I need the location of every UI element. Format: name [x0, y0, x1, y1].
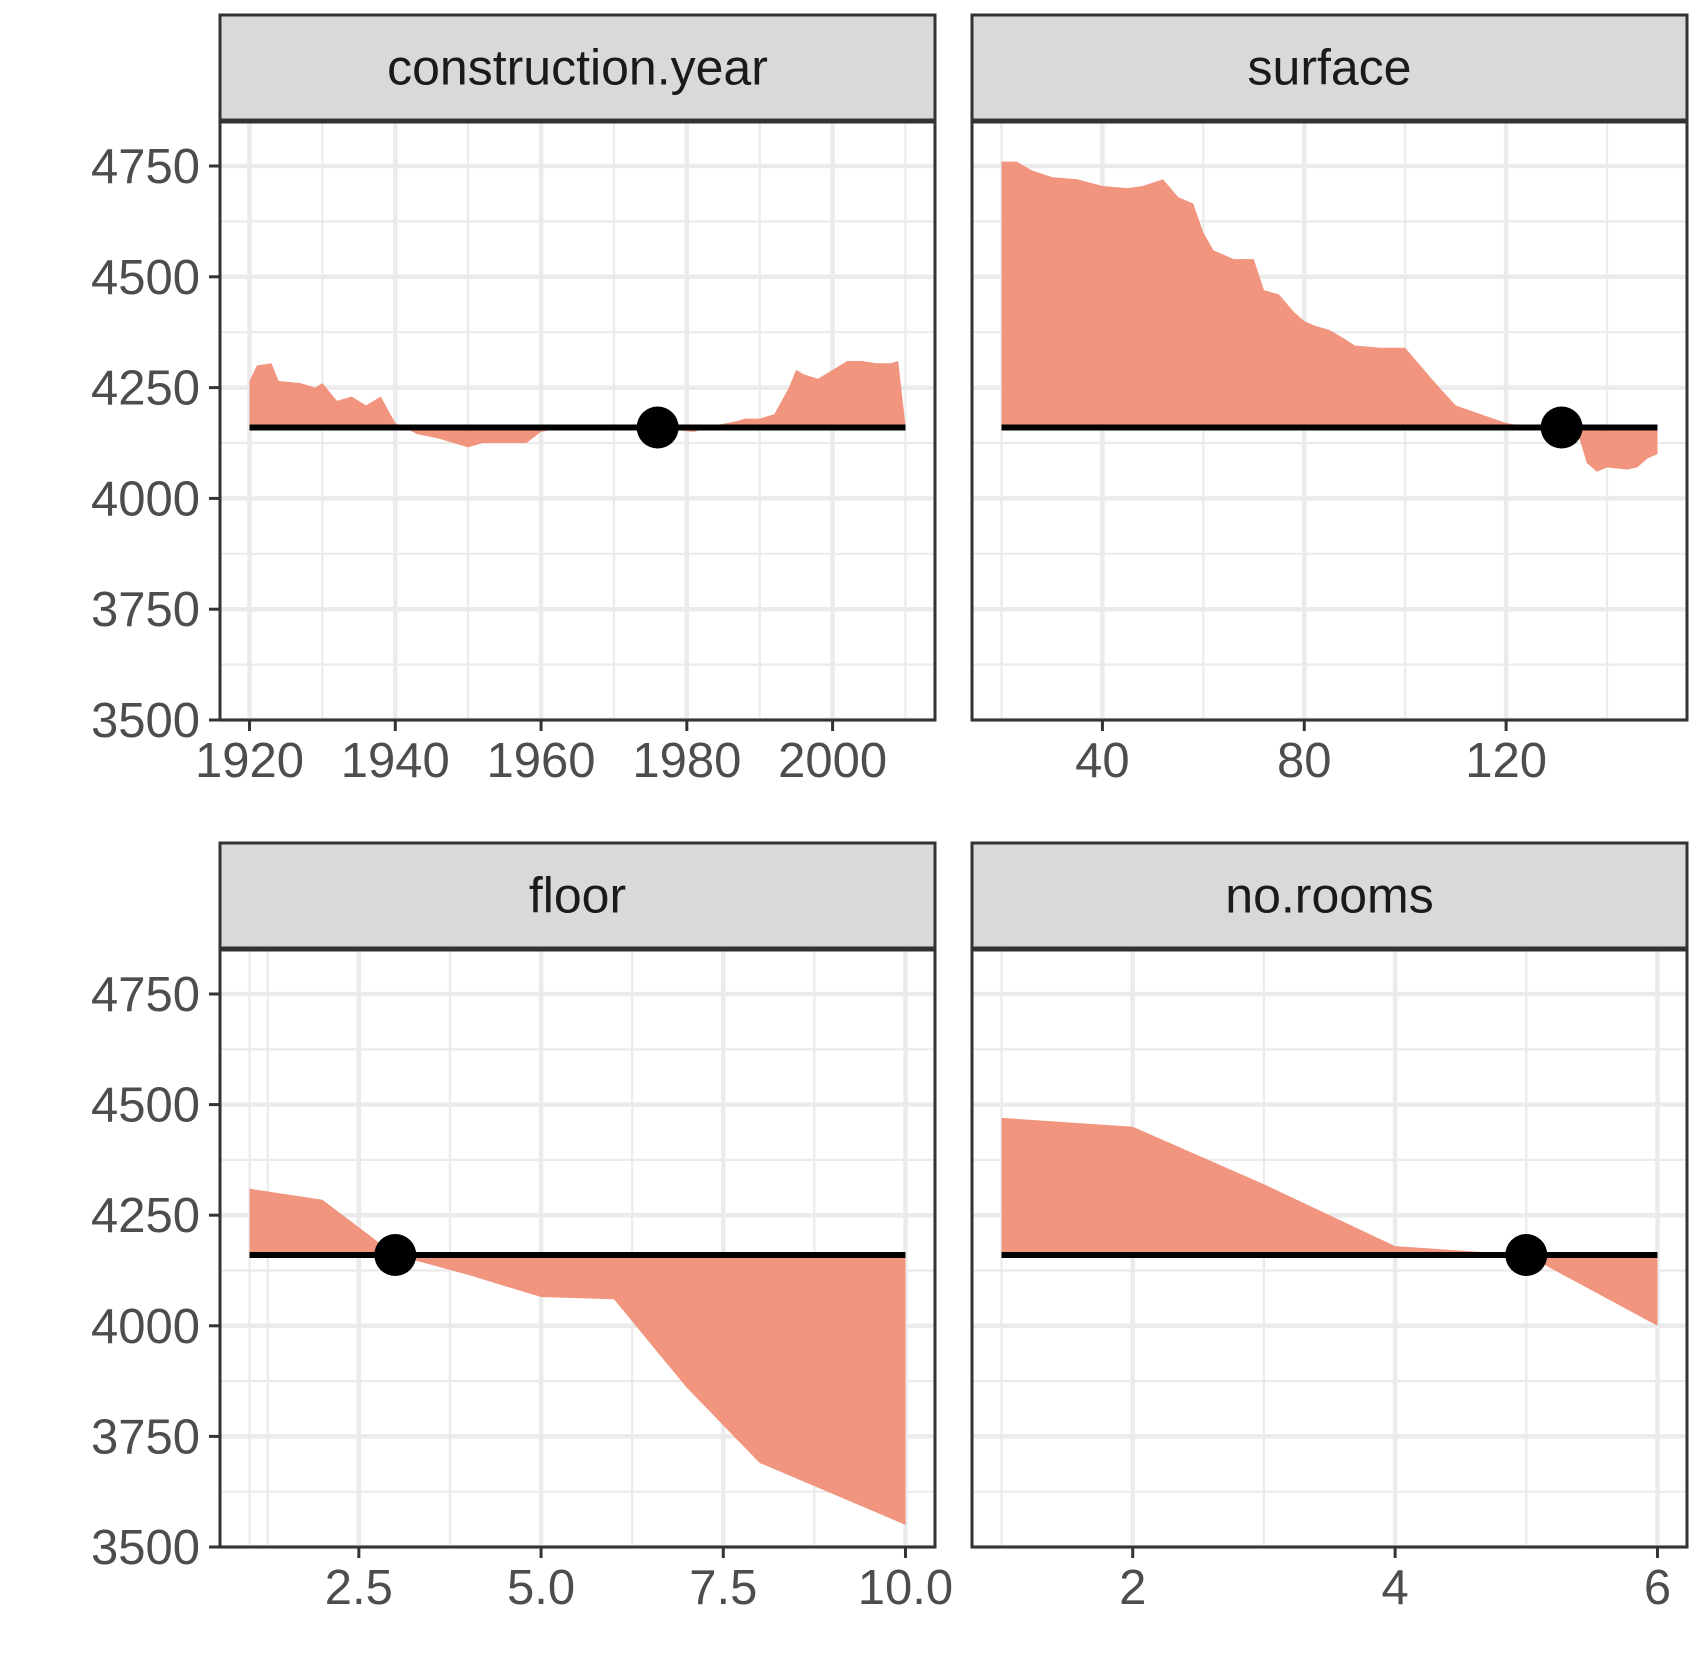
- observation-point: [374, 1234, 417, 1277]
- observation-point: [1540, 406, 1583, 449]
- y-tick-label: 4000: [91, 472, 200, 526]
- x-tick-label: 40: [1075, 734, 1130, 788]
- y-tick-label: 4000: [91, 1300, 200, 1354]
- y-tick-label: 3500: [91, 1521, 200, 1575]
- x-tick-label: 6: [1644, 1561, 1671, 1615]
- observation-point: [636, 406, 679, 449]
- panel-border: [970, 948, 1689, 1549]
- strip-background: [218, 841, 937, 950]
- x-tick-label: 7.5: [689, 1561, 757, 1615]
- y-tick-label: 4750: [91, 968, 200, 1022]
- strip-title: floor: [529, 868, 626, 924]
- profile-area: [249, 361, 906, 448]
- x-tick-label: 1960: [487, 734, 596, 788]
- profile-area: [249, 1188, 906, 1525]
- y-tick-label: 4250: [91, 1189, 200, 1243]
- profile-area: [1001, 161, 1658, 472]
- y-tick-label: 3500: [91, 694, 200, 748]
- strip-title: surface: [1248, 40, 1412, 96]
- panel-no-rooms: no.rooms 2 4 6: [970, 841, 1689, 1615]
- panel-surface: surface 40 80 120: [970, 13, 1689, 788]
- y-tick-label: 4500: [91, 251, 200, 305]
- strip-title: construction.year: [387, 40, 768, 96]
- profile-area: [1001, 1117, 1658, 1326]
- panel-construction-year: construction.year 1920 1940 1960 1980 2000 350…: [91, 13, 937, 788]
- observation-point: [1505, 1234, 1548, 1277]
- x-tick-label: 1920: [195, 734, 304, 788]
- x-tick-label: 2: [1119, 1561, 1146, 1615]
- x-tick-label: 1980: [632, 734, 741, 788]
- x-tick-label: 10.0: [858, 1561, 953, 1615]
- panel-border: [218, 948, 937, 1549]
- x-tick-label: 1940: [341, 734, 450, 788]
- strip-background: [970, 841, 1689, 950]
- strip-background: [970, 13, 1689, 122]
- strip-background: [218, 13, 937, 122]
- panel-floor: floor 2.5 5.0 7.5 10.0 3500 3750 4000 4250 4500 47…: [91, 841, 953, 1615]
- x-tick-label: 80: [1277, 734, 1332, 788]
- x-tick-label: 2000: [778, 734, 887, 788]
- y-tick-label: 4750: [91, 140, 200, 194]
- y-tick-label: 4250: [91, 362, 200, 416]
- x-tick-label: 5.0: [507, 1561, 575, 1615]
- x-tick-label: 4: [1381, 1561, 1408, 1615]
- y-tick-label: 4500: [91, 1079, 200, 1133]
- panel-border: [218, 120, 937, 722]
- x-tick-label: 120: [1465, 734, 1547, 788]
- y-tick-label: 3750: [91, 1410, 200, 1464]
- panel-border: [970, 120, 1689, 722]
- y-tick-label: 3750: [91, 583, 200, 637]
- x-tick-label: 2.5: [325, 1561, 393, 1615]
- strip-title: no.rooms: [1225, 868, 1433, 924]
